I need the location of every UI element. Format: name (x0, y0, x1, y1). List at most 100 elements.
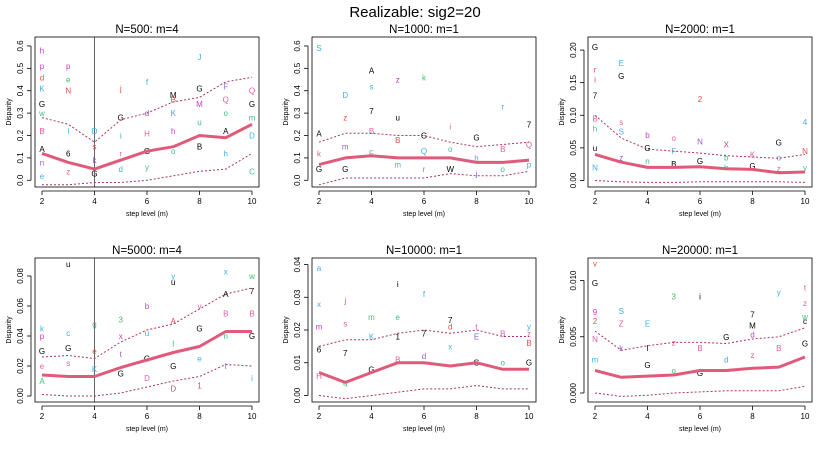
data-point: 7 (448, 316, 453, 325)
x-tick-label: 6 (145, 197, 150, 206)
data-point: Q (223, 96, 229, 105)
x-tick-label: 8 (750, 197, 755, 206)
mean-line (41, 330, 252, 378)
data-point: b (645, 131, 650, 140)
upper-quantile-line (318, 329, 529, 347)
data-point: r (423, 165, 426, 174)
x-axis-label: step level (m) (126, 426, 168, 433)
data-point: B (369, 127, 374, 136)
data-point: o (672, 134, 677, 143)
data-point: D (249, 132, 255, 141)
x-tick-label: 6 (145, 412, 150, 421)
x-tick-label: 8 (474, 412, 479, 421)
data-point: G (65, 344, 71, 353)
data-point: v (593, 260, 597, 269)
data-point: e (92, 347, 97, 356)
data-point: G (316, 165, 322, 174)
data-point: M (749, 322, 756, 331)
x-axis-label: step level (m) (679, 426, 721, 433)
data-point: 6 (317, 346, 322, 355)
data-point: n (645, 157, 649, 166)
data-point: e (396, 313, 401, 322)
y-tick-label: 0.2 (16, 129, 25, 141)
data-point: z (803, 299, 807, 308)
data-point: e (197, 355, 202, 364)
plot-frame (34, 36, 260, 188)
data-point: W (446, 165, 454, 174)
y-axis-label: Disparity (283, 316, 290, 344)
data-point: z (619, 154, 623, 163)
x-tick-label: 4 (369, 412, 374, 421)
x-tick-label: 2 (40, 197, 45, 206)
data-point: K (39, 84, 45, 93)
data-point: h (224, 149, 228, 158)
data-point: j (343, 297, 346, 306)
chart-panel-5: N=10000: m=1 2 4 6 8 10 step level (m) 0.00 0.01… (283, 245, 537, 433)
y-tick-label: 0.3 (16, 107, 25, 119)
data-point: 7 (422, 329, 427, 338)
data-point: H (144, 129, 150, 138)
y-tick-label: 0.02 (16, 358, 25, 374)
data-point: u (145, 329, 149, 338)
chart-panel-2: N=1000: m=1 2 4 6 8 10 step level (m) 0.0 0.1 0.2… (283, 24, 537, 218)
data-point: f (423, 290, 426, 299)
panel-title: N=2000: m=1 (665, 24, 735, 36)
data-point: i (251, 374, 253, 383)
data-point: s (343, 319, 347, 328)
data-point: A (171, 317, 177, 326)
data-point: 3 (119, 316, 124, 325)
data-point: N (697, 137, 703, 146)
upper-quantile-line (594, 114, 806, 159)
upper-quantile-line (318, 132, 530, 148)
data-point: p (40, 332, 45, 341)
y-tick-label: 0.20 (569, 42, 578, 58)
data-point: G (697, 157, 703, 166)
data-point: w (801, 313, 808, 322)
data-point: 7 (250, 287, 255, 296)
data-point: y (527, 323, 531, 332)
panel-title: N=5000: m=4 (112, 245, 182, 257)
x-tick-label: 8 (474, 197, 479, 206)
y-tick-label: 0.01 (293, 354, 302, 370)
data-point: w (248, 272, 255, 281)
data-point: z (343, 114, 347, 123)
data-point: F (223, 82, 228, 91)
data-point: 2 (593, 317, 598, 326)
data-point: 7 (527, 120, 532, 129)
data-point: p (527, 161, 532, 170)
y-tick-label: 0.00 (569, 172, 578, 188)
data-point: D (170, 385, 176, 394)
data-point: B (671, 160, 676, 169)
x-tick-label: 2 (593, 412, 598, 421)
data-point: u (171, 278, 175, 287)
data-point: D (342, 91, 348, 100)
data-point: G (644, 144, 650, 153)
data-point: Q (249, 87, 255, 96)
y-axis-label: Disparity (559, 98, 566, 126)
data-point: G (723, 333, 729, 342)
x-tick-label: 2 (317, 412, 322, 421)
x-tick-label: 10 (525, 412, 534, 421)
data-point: J (198, 53, 202, 62)
x-tick-label: 10 (801, 412, 810, 421)
data-point: y (803, 163, 807, 172)
lower-quantile-line (318, 385, 529, 400)
data-point: 7 (343, 349, 348, 358)
mean-line (318, 154, 530, 167)
data-point: o (777, 154, 782, 163)
data-point: r (119, 149, 122, 158)
data-point: B (197, 143, 202, 152)
data-point: B (500, 145, 505, 154)
data-point: 7 (369, 107, 374, 116)
y-tick-label: 0.08 (16, 268, 25, 284)
y-tick-label: 0.04 (293, 256, 302, 272)
data-point: k (422, 73, 427, 82)
plot-frame (311, 257, 537, 403)
data-point: G (196, 325, 202, 334)
data-point: n (40, 158, 44, 167)
lower-quantile-line (594, 180, 806, 183)
data-point: G (39, 100, 45, 109)
